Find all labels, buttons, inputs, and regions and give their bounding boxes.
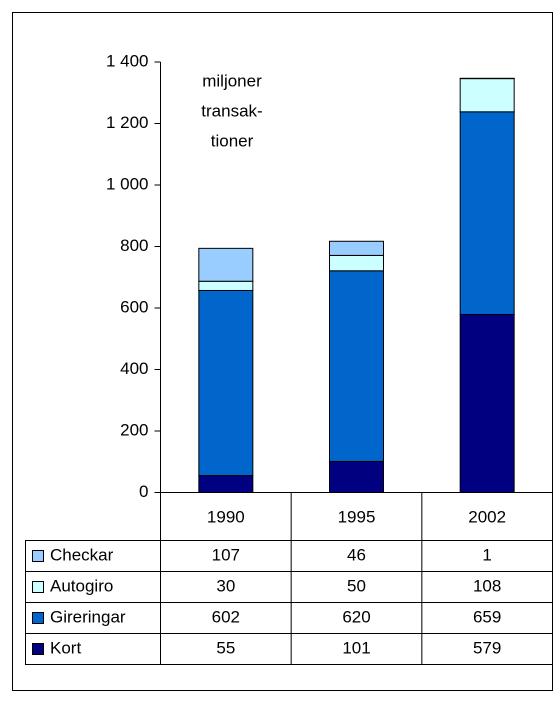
table-value: 107 <box>212 545 240 564</box>
table-value: 108 <box>473 576 501 595</box>
bar-segment <box>198 289 254 477</box>
legend-label: Kort <box>50 638 81 657</box>
y-tick-label: 400 <box>120 359 148 378</box>
annotation: tioner <box>211 131 254 150</box>
y-tick-label: 800 <box>120 236 148 255</box>
bar-segment <box>329 270 384 462</box>
table-value: 579 <box>473 638 501 657</box>
legend-swatch <box>32 550 44 562</box>
table-value: 55 <box>216 638 235 657</box>
y-tick-label: 600 <box>120 297 148 316</box>
annotation: transak- <box>201 101 262 120</box>
legend-swatch <box>32 581 44 593</box>
legend-swatch <box>32 612 44 624</box>
bar-segment <box>459 313 515 493</box>
table-value: 30 <box>216 576 235 595</box>
annotation: miljoner <box>202 71 262 90</box>
table-value: 602 <box>212 607 240 626</box>
table-value: 620 <box>342 607 370 626</box>
table-value: 50 <box>347 576 366 595</box>
chart-frame <box>12 12 553 691</box>
table-value: 101 <box>342 638 370 657</box>
bar-segment <box>329 460 384 494</box>
table-value: 46 <box>347 545 366 564</box>
y-tick-label: 1 400 <box>106 51 149 70</box>
y-tick-label: 0 <box>139 482 148 501</box>
bar-segment <box>198 280 254 291</box>
y-tick-label: 200 <box>120 420 148 439</box>
table-value: 1 <box>482 545 491 564</box>
bar-segment <box>329 240 384 256</box>
y-tick-label: 1 200 <box>106 113 149 132</box>
legend-swatch <box>32 643 44 655</box>
legend-label: Autogiro <box>50 576 113 595</box>
bar-segment <box>459 111 515 315</box>
table-value: 659 <box>473 607 501 626</box>
x-tick-label: 1990 <box>207 507 245 526</box>
bar-segment <box>198 247 254 282</box>
bar-segment <box>329 254 384 272</box>
legend-label: Checkar <box>50 545 114 564</box>
y-tick-label: 1 000 <box>106 174 149 193</box>
bar-segment <box>459 78 515 113</box>
bar-segment <box>198 475 254 493</box>
x-tick-label: 1995 <box>338 507 376 526</box>
legend-label: Gireringar <box>50 607 126 626</box>
x-tick-label: 2002 <box>468 507 506 526</box>
